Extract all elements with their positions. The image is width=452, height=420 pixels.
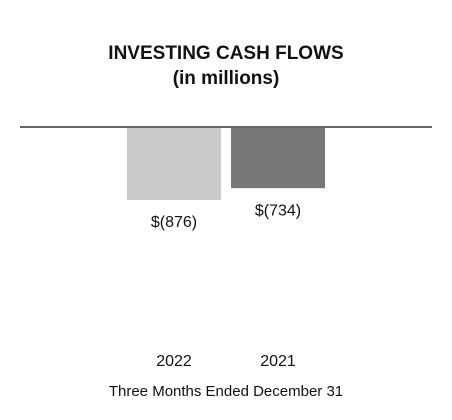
chart-title: INVESTING CASH FLOWS	[108, 43, 343, 64]
x-axis-label: Three Months Ended December 31	[109, 383, 343, 400]
bar	[127, 127, 221, 200]
bar	[231, 127, 325, 189]
x-tick-label: 2022	[156, 353, 192, 370]
value-label: $(876)	[151, 214, 197, 231]
value-label: $(734)	[255, 202, 301, 219]
x-tick-label: 2021	[260, 353, 296, 370]
chart-subtitle: (in millions)	[173, 68, 280, 89]
